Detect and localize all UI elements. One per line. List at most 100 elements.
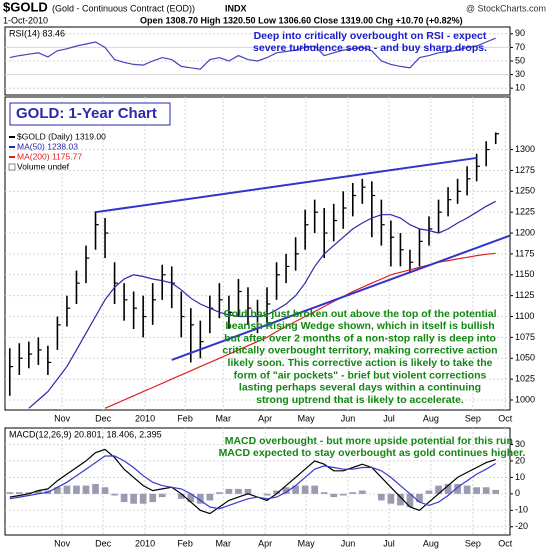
y-tick-label: 1125 (515, 290, 534, 300)
x-tick-label: Oct (498, 538, 513, 548)
quote: Open 1308.70 High 1320.50 Low 1306.60 Cl… (140, 15, 463, 25)
histogram-bar (292, 485, 299, 494)
y-tick-label: 1300 (515, 144, 535, 154)
trendline (171, 234, 510, 361)
histogram-bar (225, 488, 233, 494)
y-tick-label: 1175 (515, 248, 534, 258)
y-tick-label: -10 (515, 505, 528, 515)
y-tick-label: 1025 (515, 373, 535, 383)
chart-title: GOLD: 1-Year Chart (16, 105, 157, 122)
annotation: MACD overbought - but more upside potent… (225, 435, 520, 447)
x-tick-label: Sep (465, 413, 481, 423)
histogram-bar (73, 485, 80, 494)
histogram-bar (444, 483, 452, 494)
legend-entry: MA(50) 1238.03 (17, 141, 78, 151)
annotation: MACD expected to stay overbought as gold… (219, 447, 526, 459)
y-tick-label: 10 (515, 83, 525, 93)
histogram-bar (177, 493, 185, 499)
histogram-bar (101, 487, 109, 494)
x-tick-label: Dec (95, 538, 112, 548)
trendline (95, 156, 477, 214)
histogram-bar (463, 485, 471, 494)
plot-area (5, 97, 510, 410)
histogram-bar (139, 493, 147, 504)
y-tick-label: -20 (515, 521, 528, 531)
histogram-bar (282, 487, 290, 494)
plot-area (5, 428, 510, 535)
histogram-bar (130, 493, 137, 504)
annotation: bearish Rising Wedge shown, which in its… (225, 320, 494, 332)
annotation: but after over 2 months of a non-stop ra… (224, 332, 496, 344)
histogram-bar (320, 492, 328, 494)
annotation: severe turbulence soon - and buy sharp d… (253, 42, 487, 54)
y-tick-label: 10 (515, 472, 525, 482)
histogram-bar (63, 485, 71, 494)
histogram-bar (6, 492, 14, 494)
histogram-bar (158, 493, 166, 498)
histogram-bar (311, 485, 319, 494)
histogram-bar (263, 493, 271, 496)
histogram-bar (149, 493, 157, 503)
x-tick-label: Sep (465, 538, 481, 548)
y-tick-label: 1100 (515, 311, 534, 321)
x-tick-label: 2010 (135, 413, 155, 423)
panel-title: MACD(12,26,9) 20.801, 18.406, 2.395 (9, 429, 162, 439)
annotation: Gold has just broken out above the top o… (223, 308, 496, 320)
y-tick-label: 1250 (515, 186, 535, 196)
annotation: strong uptrend that is likely to acceler… (256, 394, 464, 406)
exchange: INDX (225, 3, 247, 13)
date: 1-Oct-2010 (3, 15, 48, 25)
y-tick-label: 1225 (515, 207, 535, 217)
x-tick-label: Oct (498, 413, 513, 423)
legend-entry: $GOLD (Daily) 1319.00 (17, 131, 106, 141)
panel (4, 427, 511, 536)
y-tick-label: 0 (515, 488, 520, 498)
histogram-bar (330, 493, 338, 498)
moving-average (28, 200, 496, 409)
x-tick-label: Aug (423, 413, 439, 423)
instrument-name: (Gold - Continuous Contract (EOD)) (52, 3, 195, 13)
histogram-bar (111, 493, 118, 496)
annotation: lasting perhaps several days within a co… (239, 382, 481, 394)
histogram-bar (196, 493, 204, 504)
y-tick-label: 20 (515, 455, 525, 465)
histogram-bar (35, 490, 42, 494)
histogram-bar (216, 492, 223, 494)
x-tick-label: Jul (383, 538, 395, 548)
line (9, 455, 497, 510)
histogram-bar (54, 487, 61, 494)
histogram-bar (397, 493, 404, 506)
y-tick-label: 1000 (515, 394, 535, 404)
plot-area (5, 33, 510, 89)
line (9, 37, 496, 70)
histogram-bar (187, 493, 195, 503)
x-tick-label: Nov (54, 413, 71, 423)
x-tick-label: Mar (215, 413, 231, 423)
histogram-bar (273, 490, 280, 494)
x-tick-label: Apr (258, 538, 272, 548)
x-tick-label: Feb (177, 538, 193, 548)
annotation: Deep into critically overbought on RSI -… (254, 30, 487, 42)
y-tick-label: 30 (515, 69, 525, 79)
histogram-bar (15, 492, 23, 494)
y-tick-label: 50 (515, 55, 525, 65)
line (9, 448, 496, 515)
histogram-bar (387, 493, 395, 504)
y-tick-label: 90 (515, 28, 525, 38)
histogram-bar (358, 490, 366, 494)
annotation: critically overbought territory, making … (222, 345, 497, 357)
y-tick-label: 1150 (515, 269, 534, 279)
histogram-bar (406, 493, 414, 508)
histogram-bar (25, 492, 33, 494)
x-tick-label: Aug (423, 538, 439, 548)
histogram-bar (425, 490, 433, 494)
legend-entry: Volume undef (17, 161, 70, 171)
histogram-bar (482, 487, 490, 494)
x-tick-label: Jul (383, 413, 395, 423)
x-tick-label: May (298, 413, 316, 423)
histogram-bar (120, 493, 128, 503)
y-tick-label: 1200 (515, 227, 535, 237)
histogram-bar (244, 488, 252, 494)
x-tick-label: Jun (341, 538, 356, 548)
